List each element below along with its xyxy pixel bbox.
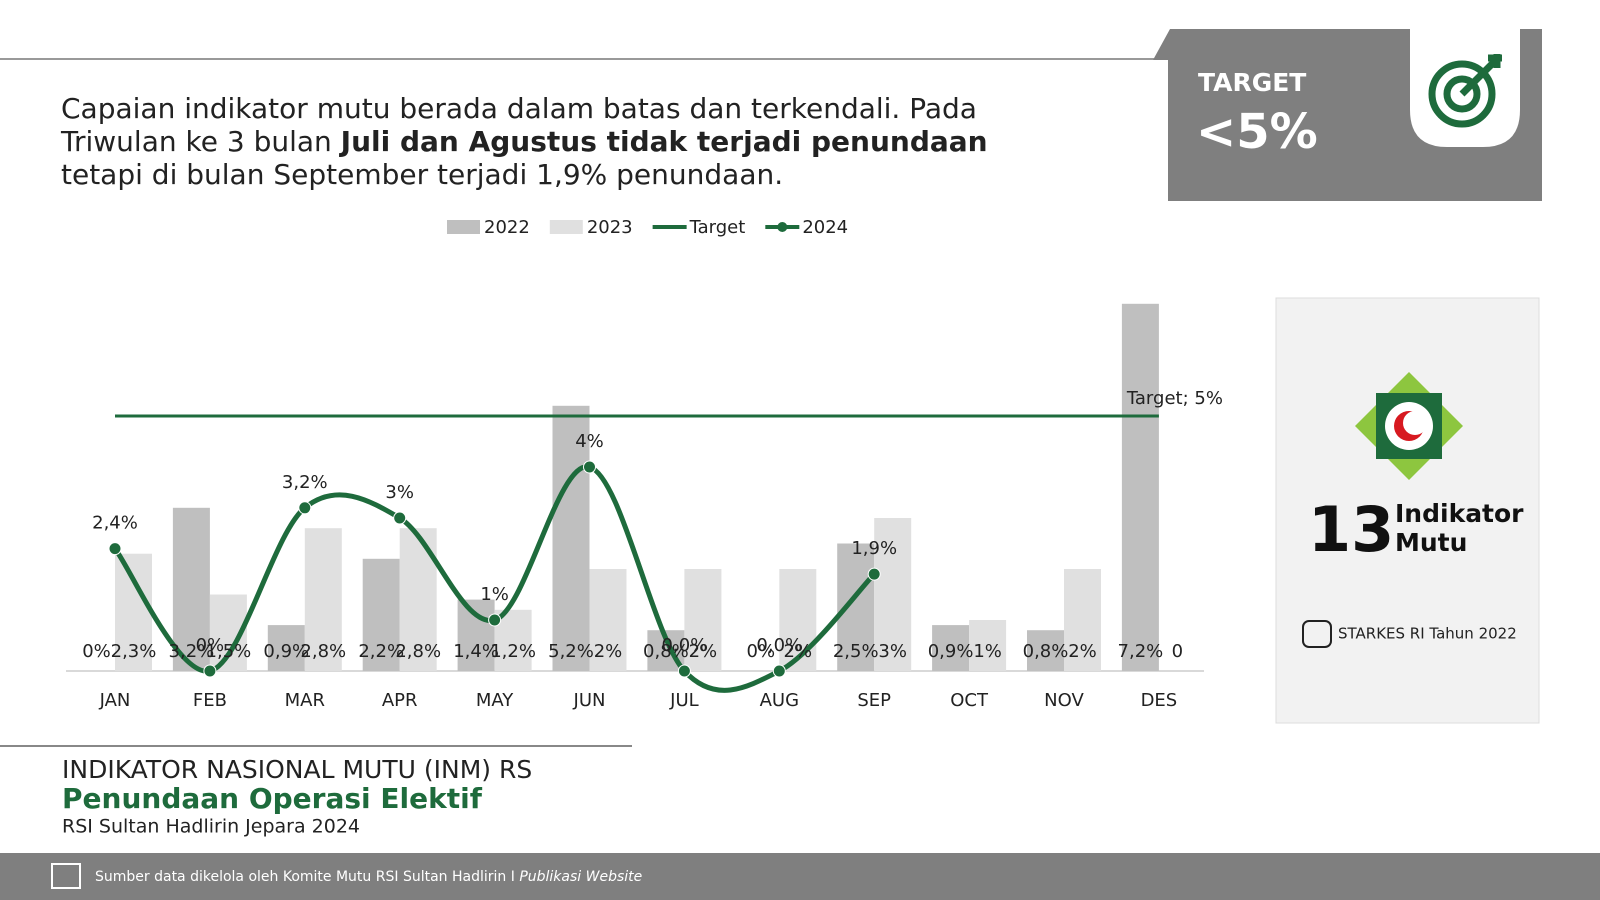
- x-tick-label: JUL: [669, 690, 699, 711]
- card-source: STARKES RI Tahun 2022: [1338, 625, 1517, 643]
- value-label: 2,5%: [833, 641, 879, 662]
- legend-label: 2022: [484, 217, 530, 238]
- bar: [304, 528, 342, 671]
- value-label: 3,2%: [169, 641, 215, 662]
- bar: [932, 625, 970, 671]
- value-label: 0,0%: [756, 635, 802, 656]
- target-icon: [1428, 54, 1502, 128]
- value-label: 3%: [878, 641, 907, 662]
- value-label: 5,2%: [548, 641, 594, 662]
- bar: [684, 569, 722, 671]
- value-label: 1,2%: [490, 641, 536, 662]
- footer-bar: [0, 853, 1600, 900]
- value-label: 1,5%: [206, 641, 252, 662]
- value-label: 1%: [480, 584, 509, 605]
- value-label: 2,2%: [358, 641, 404, 662]
- bar: [457, 599, 495, 671]
- bar: [1027, 630, 1064, 671]
- x-tick-label: AUG: [760, 690, 799, 711]
- bar: [552, 405, 590, 671]
- value-label: 0,9%: [928, 641, 974, 662]
- point: [867, 567, 881, 581]
- bar: [172, 507, 210, 671]
- x-tick-label: FEB: [193, 690, 227, 711]
- card: [1275, 297, 1540, 724]
- value-label: 2,3%: [111, 641, 157, 662]
- x-tick-label: MAR: [285, 690, 325, 711]
- logo: [1355, 372, 1463, 480]
- footer-icon: [51, 863, 81, 889]
- value-label: 0%: [747, 641, 776, 662]
- point: [298, 501, 312, 515]
- x-tick-label: DES: [1141, 690, 1178, 711]
- value-label: 2,8%: [300, 641, 346, 662]
- value-label: 1%: [973, 641, 1002, 662]
- card-text: Indikator: [1395, 499, 1524, 528]
- bar: [969, 620, 1007, 671]
- footer-text: Sumber data dikelola oleh Komite Mutu RS…: [95, 869, 642, 885]
- value-label: 0: [1172, 641, 1183, 662]
- point: [488, 613, 502, 627]
- point: [203, 664, 217, 678]
- value-label: 0%: [196, 635, 225, 656]
- value-label: 2%: [689, 641, 718, 662]
- value-label: 1,9%: [851, 538, 897, 559]
- x-tick-label: JUN: [573, 690, 606, 711]
- value-label: 2%: [594, 641, 623, 662]
- value-label: 4%: [575, 431, 604, 452]
- value-label: 2,8%: [395, 641, 441, 662]
- footer-title: INDIKATOR NASIONAL MUTU (INM) RS: [62, 755, 532, 784]
- legend-label: 2024: [802, 217, 848, 238]
- footer-org: RSI Sultan Hadlirin Jepara 2024: [62, 816, 360, 838]
- point: [393, 511, 407, 525]
- value-label: 3%: [385, 482, 414, 503]
- bar: [115, 553, 152, 671]
- value-label: 2%: [784, 641, 813, 662]
- bar: [1121, 303, 1159, 671]
- x-tick-label: OCT: [950, 690, 989, 711]
- legend-label: Target: [689, 217, 746, 238]
- target-value: <5%: [1196, 104, 1318, 160]
- description: Capaian indikator mutu berada dalam bata…: [61, 92, 988, 191]
- target-label: TARGET: [1198, 68, 1306, 97]
- card-number: 13: [1308, 493, 1394, 566]
- bar: [874, 518, 912, 671]
- legend-label: 2023: [587, 217, 633, 238]
- value-label: 1,4%: [453, 641, 499, 662]
- point: [677, 664, 691, 678]
- value-label: 2%: [1068, 641, 1097, 662]
- value-label: 0,0%: [662, 635, 708, 656]
- x-tick-label: SEP: [857, 690, 891, 711]
- value-label: 0,8%: [1023, 641, 1069, 662]
- bar: [362, 558, 400, 671]
- value-label: 7,2%: [1118, 641, 1164, 662]
- value-label: 0,8%: [643, 641, 689, 662]
- card-text: Mutu: [1395, 528, 1467, 557]
- bar: [779, 569, 817, 671]
- value-label: 0%: [82, 641, 111, 662]
- point: [772, 664, 786, 678]
- point: [108, 542, 122, 556]
- bar: [1064, 569, 1101, 671]
- x-tick-label: APR: [382, 690, 418, 711]
- legend-swatch: [549, 220, 583, 234]
- x-tick-label: JAN: [99, 690, 131, 711]
- value-label: Target; 5%: [1126, 388, 1223, 409]
- point: [583, 460, 596, 474]
- x-tick-label: NOV: [1044, 690, 1084, 711]
- legend-marker: [777, 222, 788, 232]
- value-label: 2,4%: [92, 513, 138, 534]
- book-icon: [1302, 620, 1332, 648]
- legend-swatch: [447, 220, 480, 234]
- value-label: 0,9%: [263, 641, 309, 662]
- footer-subtitle: Penundaan Operasi Elektif: [62, 782, 483, 815]
- value-label: 3,2%: [282, 472, 328, 493]
- bar: [589, 569, 627, 671]
- x-tick-label: MAY: [476, 690, 514, 711]
- bar: [267, 625, 305, 671]
